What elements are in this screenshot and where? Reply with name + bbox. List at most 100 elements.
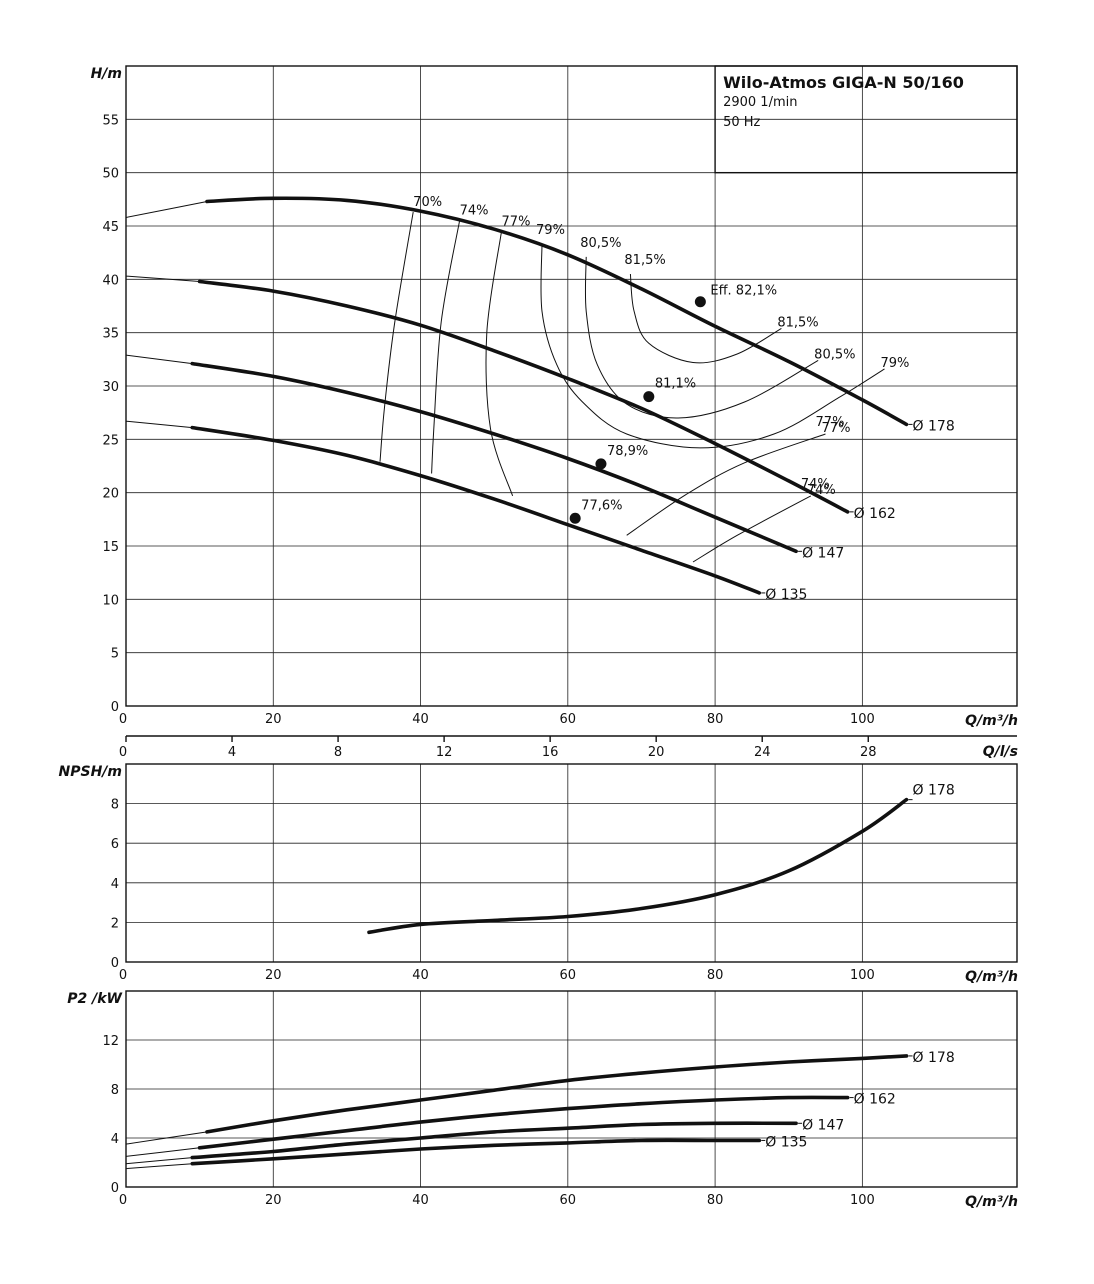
x-tick-label: 80 bbox=[707, 712, 724, 727]
y-tick-label: 15 bbox=[102, 540, 119, 555]
plot-frame bbox=[125, 990, 1018, 1188]
x-tick-label: 0 bbox=[119, 968, 127, 983]
efficiency-contour bbox=[540, 244, 885, 449]
efficiency-contour-end-label: 80,5% bbox=[814, 347, 855, 362]
chart-subtitle-line: 2900 1/min bbox=[723, 95, 797, 110]
x-tick-label: 60 bbox=[560, 968, 577, 983]
efficiency-contour-label: 79% bbox=[536, 223, 565, 238]
series-line-extension bbox=[125, 1131, 208, 1145]
series-line bbox=[197, 279, 850, 514]
series-line bbox=[190, 1121, 798, 1160]
y-tick-label: 0 bbox=[111, 1181, 119, 1196]
secondary-x-tick-label: 0 bbox=[119, 745, 127, 760]
series-line bbox=[197, 1095, 850, 1150]
x-tick-label: 100 bbox=[850, 712, 875, 727]
y-tick-label: 0 bbox=[111, 956, 119, 971]
y-tick-label: 45 bbox=[102, 220, 119, 235]
y-tick-label: 8 bbox=[111, 1083, 119, 1098]
efficiency-point bbox=[569, 512, 581, 524]
efficiency-contour-label: 77% bbox=[502, 214, 531, 229]
secondary-x-tick-label: 20 bbox=[648, 745, 665, 760]
chart-subtitle-line: 50 Hz bbox=[723, 115, 760, 130]
series-line-extension bbox=[125, 275, 200, 282]
x-tick-label: 60 bbox=[560, 712, 577, 727]
efficiency-point bbox=[694, 296, 706, 308]
x-tick-label: 80 bbox=[707, 1193, 724, 1208]
y-tick-label: 5 bbox=[111, 647, 119, 662]
series-line bbox=[190, 1138, 762, 1166]
x-tick-label: 80 bbox=[707, 968, 724, 983]
plot-frame bbox=[125, 65, 1018, 707]
efficiency-contour-label: 74% bbox=[801, 477, 830, 492]
series-line bbox=[205, 1054, 909, 1134]
series-label: Ø 178 bbox=[913, 1050, 955, 1066]
x-tick-label: 0 bbox=[119, 712, 127, 727]
y-tick-label: 40 bbox=[102, 273, 119, 288]
x-tick-label: 40 bbox=[412, 712, 429, 727]
series-label: Ø 135 bbox=[765, 1134, 807, 1150]
series-line-extension bbox=[125, 1147, 200, 1157]
efficiency-contour-end-label: 74% bbox=[807, 483, 836, 498]
x-tick-label: 100 bbox=[850, 968, 875, 983]
chart-title: Wilo-Atmos GIGA-N 50/160 bbox=[723, 73, 964, 92]
series-line-extension bbox=[125, 1163, 193, 1170]
efficiency-contour bbox=[692, 495, 812, 563]
series-line bbox=[190, 361, 798, 554]
efficiency-contour bbox=[379, 212, 414, 462]
y-tick-label: 2 bbox=[111, 916, 119, 931]
secondary-x-tick-label: 4 bbox=[228, 745, 236, 760]
x-tick-label: 0 bbox=[119, 1193, 127, 1208]
y-tick-label: 50 bbox=[102, 167, 119, 182]
series-label: Ø 135 bbox=[765, 587, 807, 603]
series-label: Ø 162 bbox=[854, 506, 896, 522]
series-line-extension bbox=[125, 1157, 193, 1165]
efficiency-point-label: 81,1% bbox=[655, 377, 696, 392]
x-tick-label: 20 bbox=[265, 1193, 282, 1208]
efficiency-point-label: 77,6% bbox=[581, 498, 622, 513]
series-label: Ø 178 bbox=[913, 418, 955, 434]
series-line-extension bbox=[125, 201, 208, 218]
series-label: Ø 162 bbox=[854, 1092, 896, 1108]
efficiency-contour bbox=[629, 273, 782, 364]
title-box bbox=[714, 65, 1018, 174]
efficiency-contour-end-label: 79% bbox=[880, 356, 909, 371]
efficiency-contour bbox=[584, 256, 819, 419]
efficiency-contour-label: 80,5% bbox=[580, 236, 621, 251]
efficiency-contour-end-label: 81,5% bbox=[777, 315, 818, 330]
x-tick-label: 40 bbox=[412, 1193, 429, 1208]
efficiency-point-label: Eff. 82,1% bbox=[710, 284, 777, 299]
series-line bbox=[367, 797, 909, 935]
series-line-extension bbox=[125, 354, 193, 365]
efficiency-contour-label: 74% bbox=[460, 204, 489, 219]
x-axis-label: Q/m³/h bbox=[965, 1194, 1018, 1210]
y-tick-label: 55 bbox=[102, 113, 119, 128]
series-label: Ø 147 bbox=[802, 545, 844, 561]
efficiency-point-label: 78,9% bbox=[607, 444, 648, 459]
x-tick-label: 20 bbox=[265, 712, 282, 727]
y-axis-label: P2 /kW bbox=[67, 991, 122, 1007]
y-tick-label: 12 bbox=[102, 1034, 119, 1049]
x-tick-label: 40 bbox=[412, 968, 429, 983]
series-label: Ø 178 bbox=[913, 783, 955, 799]
efficiency-contour bbox=[626, 433, 826, 536]
efficiency-contour bbox=[485, 231, 514, 497]
y-tick-label: 10 bbox=[102, 593, 119, 608]
plot-npsh: 0 20 40 60 80 100 0 2 4 6 8 NPSH/m Q/m³/h Ø 178 bbox=[59, 763, 1018, 985]
x-tick-label: 60 bbox=[560, 1193, 577, 1208]
y-tick-label: 35 bbox=[102, 327, 119, 342]
series-line bbox=[190, 425, 762, 595]
x-tick-label: 100 bbox=[850, 1193, 875, 1208]
y-axis-label: H/m bbox=[91, 66, 122, 82]
x-axis-label: Q/m³/h bbox=[965, 713, 1018, 729]
efficiency-contour-label: 81,5% bbox=[624, 253, 665, 268]
y-axis-label: NPSH/m bbox=[59, 764, 122, 780]
secondary-x-axis-label: Q/l/s bbox=[983, 744, 1018, 760]
secondary-x-tick-label: 12 bbox=[436, 745, 453, 760]
series-label: Ø 147 bbox=[802, 1117, 844, 1133]
y-tick-label: 0 bbox=[111, 700, 119, 715]
plot-frame bbox=[125, 763, 1018, 963]
plot-head: 0 20 40 60 80 1000510152025303540455055H/mQ/m… bbox=[91, 65, 1018, 760]
y-tick-label: 25 bbox=[102, 433, 119, 448]
